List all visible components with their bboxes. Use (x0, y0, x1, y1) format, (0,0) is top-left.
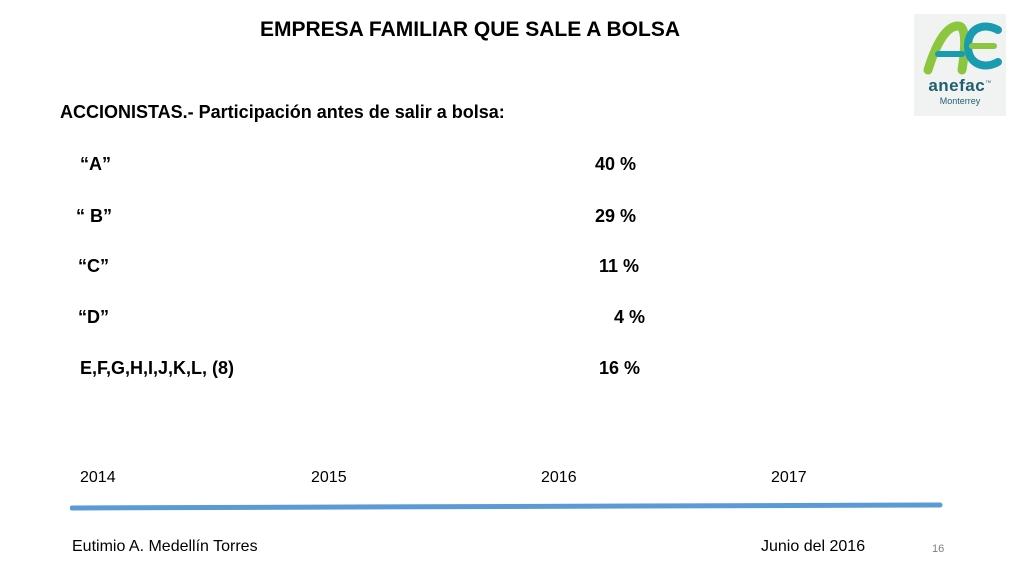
timeline-line (70, 502, 943, 511)
shareholder-name: “A” (80, 154, 111, 174)
anefac-logo: anefac™ Monterrey (914, 14, 1006, 116)
shareholders-heading: ACCIONISTAS.- Participación antes de sal… (60, 102, 505, 122)
footer-author: Eutimio A. Medellín Torres (72, 538, 258, 555)
shareholder-percent: 11 % (599, 256, 640, 276)
shareholder-name: “C” (78, 256, 109, 276)
page-number: 16 (932, 543, 945, 555)
shareholder-percent: 29 % (595, 206, 637, 226)
shareholder-name: “ B” (76, 206, 112, 226)
anefac-symbol-icon (923, 21, 1002, 75)
footer-date: Junio del 2016 (761, 538, 866, 555)
timeline-year: 2015 (311, 469, 347, 486)
timeline-year: 2014 (80, 469, 116, 486)
logo-city: Monterrey (939, 96, 981, 106)
slide-title: EMPRESA FAMILIAR QUE SALE A BOLSA (260, 18, 681, 41)
shareholder-percent: 40 % (595, 154, 637, 174)
shareholder-percent: 16 % (599, 358, 641, 378)
logo-wordmark: anefac™ (928, 76, 992, 95)
shareholder-percent: 4 % (614, 307, 646, 327)
shareholder-name: “D” (78, 307, 109, 327)
timeline-year: 2017 (771, 469, 807, 486)
timeline-year: 2016 (541, 469, 577, 486)
shareholder-name: E,F,G,H,I,J,K,L, (8) (80, 358, 235, 378)
